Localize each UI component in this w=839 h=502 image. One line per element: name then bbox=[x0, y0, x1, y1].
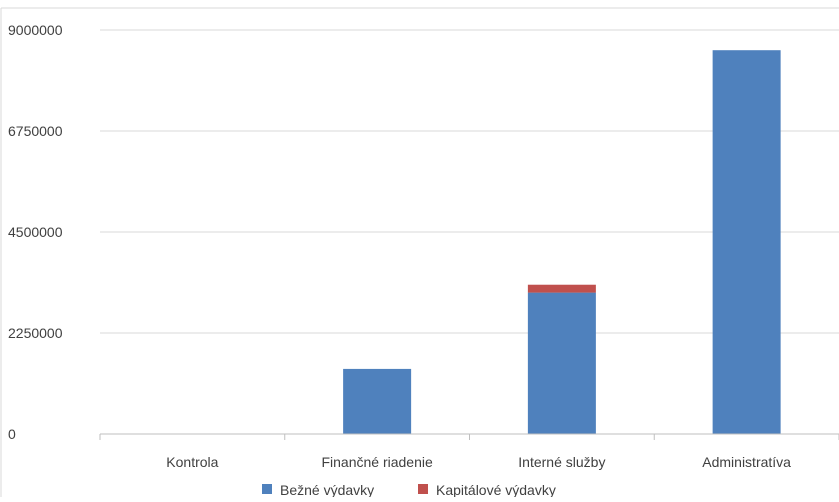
legend-swatch bbox=[418, 484, 428, 494]
y-tick-label: 9000000 bbox=[8, 22, 63, 38]
x-tick-label: Finančné riadenie bbox=[321, 454, 433, 470]
x-tick-label: Administratíva bbox=[702, 454, 791, 470]
y-tick-label: 6750000 bbox=[8, 123, 63, 139]
legend: Bežné výdavky Kapitálové výdavky bbox=[262, 482, 556, 498]
y-tick-label: 0 bbox=[8, 426, 16, 442]
y-tick-label: 2250000 bbox=[8, 325, 63, 341]
bar-bezne bbox=[343, 368, 412, 434]
bar-bezne bbox=[712, 50, 781, 434]
x-tick-label: Interné služby bbox=[518, 454, 605, 470]
x-axis: Kontrola Finančné riadenie Interné služby A… bbox=[99, 433, 839, 470]
bar-kapitalove bbox=[527, 284, 596, 293]
legend-label: Kapitálové výdavky bbox=[436, 482, 556, 497]
y-tick-label: 4500000 bbox=[8, 224, 63, 240]
y-axis-tick-labels: 0 2250000 4500000 6750000 9000000 bbox=[8, 22, 63, 442]
bars bbox=[343, 50, 781, 434]
legend-label: Bežné výdavky bbox=[280, 482, 374, 497]
x-tick-label: Kontrola bbox=[166, 454, 218, 470]
bar-bezne bbox=[527, 292, 596, 434]
legend-swatch bbox=[262, 484, 272, 494]
